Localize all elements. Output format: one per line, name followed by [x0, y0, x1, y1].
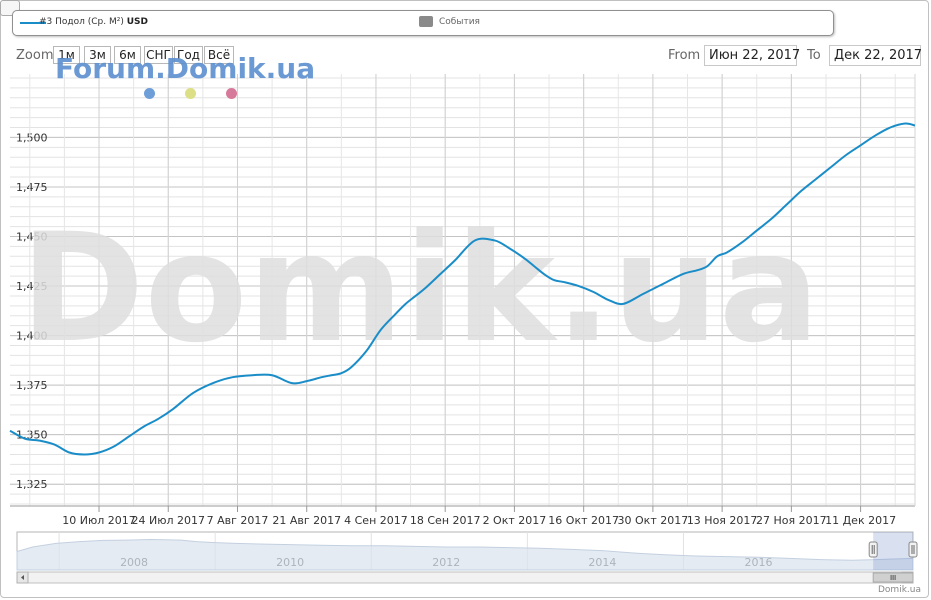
x-tick-label: 7 Авг 2017 [207, 514, 269, 527]
scrollbar-track [16, 571, 914, 584]
series-line-0 [9, 122, 916, 456]
dot-blue-icon [144, 88, 155, 99]
legend-events-label[interactable]: События [439, 17, 480, 27]
credit-link[interactable]: Domik.ua [878, 585, 921, 595]
from-label: From [668, 48, 701, 63]
y-tick-label: 1,500 [16, 131, 48, 144]
x-tick-label: 2 Окт 2017 [483, 514, 547, 527]
x-tick-label: 24 Июл 2017 [131, 514, 205, 527]
x-tick-label: 10 Июл 2017 [62, 514, 136, 527]
x-tick-label: 16 Окт 2017 [548, 514, 619, 527]
zoom-ytd-button[interactable]: СНГ [144, 46, 173, 64]
dot-pink-icon [226, 88, 237, 99]
legend: #3 Подол (Ср. М²) USD События [12, 10, 834, 36]
legend-series-name: #3 Подол (Ср. М²) [39, 17, 124, 27]
x-tick-label: 27 Ноя 2017 [756, 514, 827, 527]
navigator-right-handle[interactable] [908, 541, 918, 558]
zoom-6m-button[interactable]: 6м [114, 46, 141, 64]
x-tick-label: 4 Сен 2017 [344, 514, 408, 527]
navigator-area [16, 538, 914, 571]
x-tick-label: 11 Дек 2017 [825, 514, 896, 527]
forum-watermark: Forum.Domik.ua [55, 52, 316, 85]
domik-watermark: Domik.ua [20, 202, 820, 376]
legend-series-label[interactable]: #3 Подол (Ср. М²) USD [39, 17, 148, 27]
x-tick-label: 18 Сен 2017 [410, 514, 481, 527]
zoom-all-button[interactable]: Всё [204, 46, 234, 64]
chevron-left-icon [21, 575, 24, 580]
y-tick-label: 1,475 [16, 181, 48, 194]
x-tick-label: 13 Ноя 2017 [687, 514, 758, 527]
to-label: To [807, 48, 821, 63]
legend-events-swatch[interactable] [419, 16, 433, 27]
y-tick-label: 1,425 [16, 280, 48, 293]
y-tick-label: 1,325 [16, 478, 48, 491]
y-tick-label: 1,375 [16, 379, 48, 392]
y-tick-label: 1,400 [16, 330, 48, 343]
x-tick-label: 30 Окт 2017 [618, 514, 689, 527]
zoom-1y-button[interactable]: Год [174, 46, 203, 64]
x-tick-label: 21 Авг 2017 [272, 514, 341, 527]
legend-series-currency: USD [126, 17, 148, 27]
zoom-1m-button[interactable]: 1м [53, 46, 80, 64]
from-date-input[interactable]: Июн 22, 2017 [704, 45, 800, 66]
y-tick-label: 1,450 [16, 230, 48, 243]
legend-series-line[interactable] [20, 22, 46, 24]
navigator-left-handle[interactable] [868, 541, 878, 558]
to-date-input[interactable]: Дек 22, 2017 [829, 45, 922, 66]
dot-yellow-icon [185, 88, 196, 99]
navigator-selection [873, 532, 913, 570]
zoom-3m-button[interactable]: 3м [84, 46, 111, 64]
zoom-label: Zoom [16, 48, 54, 63]
